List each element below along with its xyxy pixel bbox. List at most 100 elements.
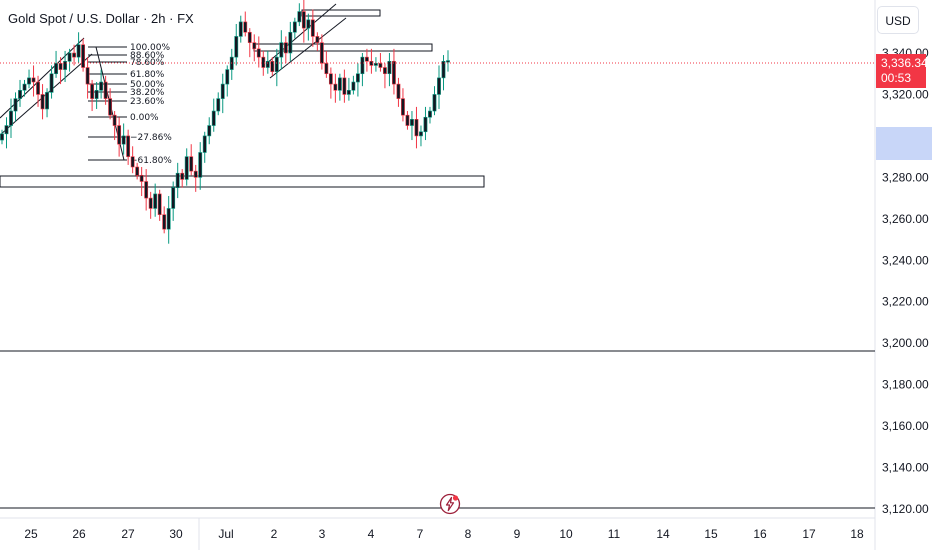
candle — [171, 181, 176, 221]
resistance-box-top[interactable] — [301, 9, 381, 17]
candle — [211, 98, 216, 132]
candle — [130, 146, 135, 174]
price-ticks: 3,340.003,320.003,300.003,280.003,260.00… — [882, 46, 929, 516]
candle — [414, 106, 419, 149]
candle — [270, 57, 275, 76]
time-axis-label: 3 — [319, 527, 326, 541]
price-tick-label: 3,320.00 — [882, 87, 929, 101]
candle — [9, 98, 13, 138]
candle — [387, 53, 392, 87]
candle — [67, 48, 72, 72]
candle — [306, 13, 311, 41]
candles — [0, 0, 450, 244]
candle — [63, 50, 67, 83]
candle — [144, 169, 149, 211]
lightning-icon[interactable] — [439, 493, 461, 515]
time-axis-label: 15 — [704, 527, 718, 541]
candle — [243, 11, 248, 37]
symbol-title: Gold Spot / U.S. Dollar · 2h · FX — [8, 11, 194, 26]
price-tick-label: 3,260.00 — [882, 212, 929, 226]
candle — [252, 34, 257, 62]
candle — [279, 30, 284, 70]
candle — [0, 129, 4, 145]
candle — [292, 17, 297, 39]
highlighted-price-badge — [876, 127, 932, 160]
fib-level-label: 100.00% — [130, 43, 170, 53]
candle — [410, 111, 414, 141]
candle — [234, 23, 239, 66]
candle — [162, 206, 167, 234]
fibonacci-retracement[interactable]: 100.00%88.60%78.60%61.80%50.00%38.20%23.… — [88, 43, 172, 166]
time-axis-label: 30 — [169, 527, 183, 541]
candle — [180, 169, 185, 188]
candle — [225, 65, 230, 97]
candle — [103, 75, 108, 105]
price-tick-label: 3,280.00 — [882, 170, 929, 184]
fib-level-label: 0.00% — [130, 113, 159, 123]
candle — [360, 53, 365, 87]
candle — [365, 48, 369, 72]
time-axis-label: 25 — [24, 527, 38, 541]
time-axis-label: 26 — [72, 527, 86, 541]
candle — [184, 148, 189, 186]
candle — [324, 50, 329, 78]
candle — [157, 189, 162, 221]
candle — [283, 36, 288, 64]
candle — [256, 36, 261, 68]
candle — [319, 34, 324, 70]
candle — [108, 88, 113, 120]
price-tick-label: 3,220.00 — [882, 295, 929, 309]
candle — [401, 88, 405, 122]
time-axis-label: 2 — [271, 527, 278, 541]
candle — [315, 32, 320, 51]
candle — [396, 77, 401, 107]
candle — [229, 48, 234, 80]
candle — [351, 75, 356, 95]
candle — [432, 86, 437, 116]
candle — [355, 63, 360, 97]
candle — [81, 38, 85, 72]
candle — [297, 3, 302, 27]
candle — [337, 73, 342, 101]
candle — [45, 88, 49, 118]
candle — [36, 75, 40, 107]
candle — [166, 196, 171, 244]
candle — [310, 9, 315, 47]
fib-level-label: −27.86% — [130, 133, 172, 143]
candle — [301, 0, 306, 43]
time-axis-label: 9 — [514, 527, 521, 541]
candle — [153, 183, 158, 217]
candle — [22, 79, 27, 97]
fib-level-label: 23.60% — [130, 97, 165, 107]
candle — [288, 21, 293, 62]
price-tick-label: 3,240.00 — [882, 253, 929, 267]
candle — [139, 167, 144, 197]
candle — [27, 69, 31, 89]
candle — [369, 48, 374, 74]
candle — [216, 92, 221, 116]
time-axis-label: 27 — [121, 527, 135, 541]
fib-level-label: 88.60% — [130, 51, 165, 61]
time-axis-label: 7 — [417, 527, 424, 541]
fib-level-label: 38.20% — [130, 88, 165, 98]
candle — [392, 48, 396, 95]
price-tick-label: 3,120.00 — [882, 502, 929, 516]
candle — [441, 55, 446, 91]
time-axis-label: 4 — [368, 527, 375, 541]
time-labels: 25 26 27 30 Jul 2 3 4 7 8 9 10 11 14 15 16 17 18 — [24, 527, 864, 541]
time-axis-label: 10 — [559, 527, 573, 541]
candle — [40, 84, 45, 120]
candle — [238, 15, 243, 43]
currency-button[interactable]: USD — [877, 6, 919, 34]
fib-level-label: 50.00% — [130, 80, 165, 90]
support-zone[interactable] — [0, 175, 485, 188]
candle — [202, 131, 207, 163]
candle — [85, 57, 90, 99]
ascending-channel-right[interactable] — [265, 3, 347, 79]
candle — [207, 117, 212, 145]
candle — [198, 142, 203, 190]
fib-level-label: 61.80% — [130, 70, 165, 80]
candle — [148, 191, 153, 219]
price-tick-label: 3,140.00 — [882, 461, 929, 475]
